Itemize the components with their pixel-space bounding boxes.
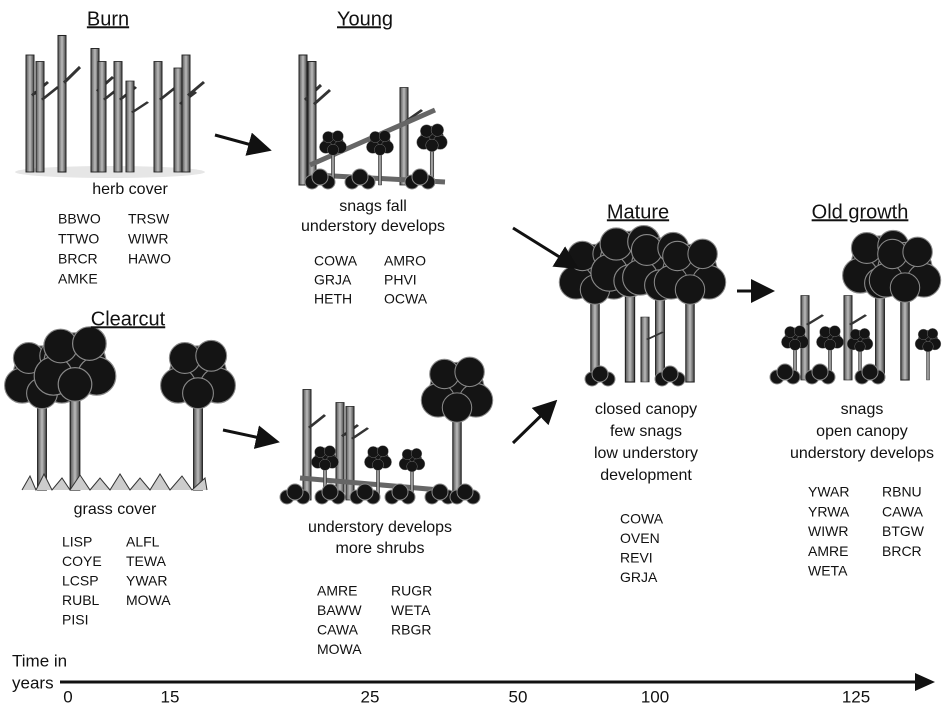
- species-code: CAWA: [317, 622, 359, 638]
- species-code: BRCR: [882, 543, 922, 559]
- species-code: RBNU: [882, 484, 922, 500]
- species-code: YWAR: [808, 484, 849, 500]
- stage-description: few snags: [610, 423, 682, 440]
- understory-illustration: [280, 357, 493, 504]
- species-code: HETH: [314, 291, 352, 307]
- time-tick-label: 100: [641, 687, 669, 706]
- young-illustration: [299, 55, 447, 189]
- stage-title: Old growth: [812, 201, 909, 223]
- species-code: AMRE: [808, 543, 848, 559]
- time-tick-label: 50: [509, 687, 528, 706]
- stage-description: low understory: [594, 445, 698, 462]
- stage-description: herb cover: [92, 181, 168, 198]
- species-code: MOWA: [126, 592, 171, 608]
- species-code: WETA: [808, 563, 848, 579]
- time-tick-label: 15: [161, 687, 180, 706]
- species-code: PHVI: [384, 272, 417, 288]
- species-code: BBWO: [58, 211, 101, 227]
- species-code: BRCR: [58, 251, 98, 267]
- stage-title: Clearcut: [91, 308, 166, 330]
- species-code: WETA: [391, 602, 431, 618]
- species-code: CAWA: [882, 503, 924, 519]
- species-code: MOWA: [317, 641, 362, 657]
- species-code: COYE: [62, 553, 102, 569]
- stage-description: open canopy: [816, 423, 908, 440]
- stage-title: Burn: [87, 8, 129, 30]
- species-code: GRJA: [620, 569, 658, 585]
- stage-description: development: [600, 467, 692, 484]
- stage-description: closed canopy: [595, 401, 697, 418]
- species-code: RUGR: [391, 583, 432, 599]
- stage-description: more shrubs: [336, 540, 425, 557]
- time-tick-label: 125: [842, 687, 870, 706]
- species-code: YRWA: [808, 503, 850, 519]
- species-code: BAWW: [317, 602, 362, 618]
- stage-title: Young: [337, 8, 393, 30]
- stage-description: snags fall: [339, 198, 407, 215]
- species-code: AMRO: [384, 253, 426, 269]
- species-code: GRJA: [314, 272, 352, 288]
- species-code: YWAR: [126, 573, 167, 589]
- stage-description: snags: [841, 401, 884, 418]
- species-code: OVEN: [620, 530, 660, 546]
- mature-illustration: [559, 226, 725, 386]
- species-code: TRSW: [128, 211, 170, 227]
- species-code: RBGR: [391, 622, 431, 638]
- time-tick-label: 0: [63, 687, 72, 706]
- stage-description: understory develops: [308, 519, 452, 536]
- species-code: WIWR: [808, 523, 848, 539]
- species-code: TTWO: [58, 231, 99, 247]
- time-tick-label: 25: [361, 687, 380, 706]
- species-code: AMRE: [317, 583, 357, 599]
- species-code: REVI: [620, 550, 653, 566]
- species-code: COWA: [314, 253, 358, 269]
- species-code: PISI: [62, 612, 88, 628]
- stage-title: Mature: [607, 201, 669, 223]
- species-code: LISP: [62, 534, 92, 550]
- species-code: RUBL: [62, 592, 100, 608]
- species-code: OCWA: [384, 291, 428, 307]
- species-code: AMKE: [58, 271, 98, 287]
- stage-description: understory develops: [790, 445, 934, 462]
- species-code: LCSP: [62, 573, 99, 589]
- species-code: WIWR: [128, 231, 168, 247]
- time-label: years: [12, 673, 54, 692]
- stage-description: understory develops: [301, 218, 445, 235]
- species-code: BTGW: [882, 523, 925, 539]
- species-code: TEWA: [126, 553, 167, 569]
- stage-description: grass cover: [74, 501, 157, 518]
- species-code: COWA: [620, 511, 664, 527]
- species-code: ALFL: [126, 534, 160, 550]
- time-label: Time in: [12, 651, 67, 670]
- old-growth-illustration: [770, 230, 941, 384]
- time-axis-arrowhead: [915, 673, 935, 691]
- burn-illustration: [15, 36, 205, 179]
- species-code: HAWO: [128, 251, 171, 267]
- succession-diagram: Burn herb cover BBWO TTWO BRCR AMKE TRSW WIWR HA…: [0, 0, 949, 709]
- clearcut-illustration: [5, 327, 236, 490]
